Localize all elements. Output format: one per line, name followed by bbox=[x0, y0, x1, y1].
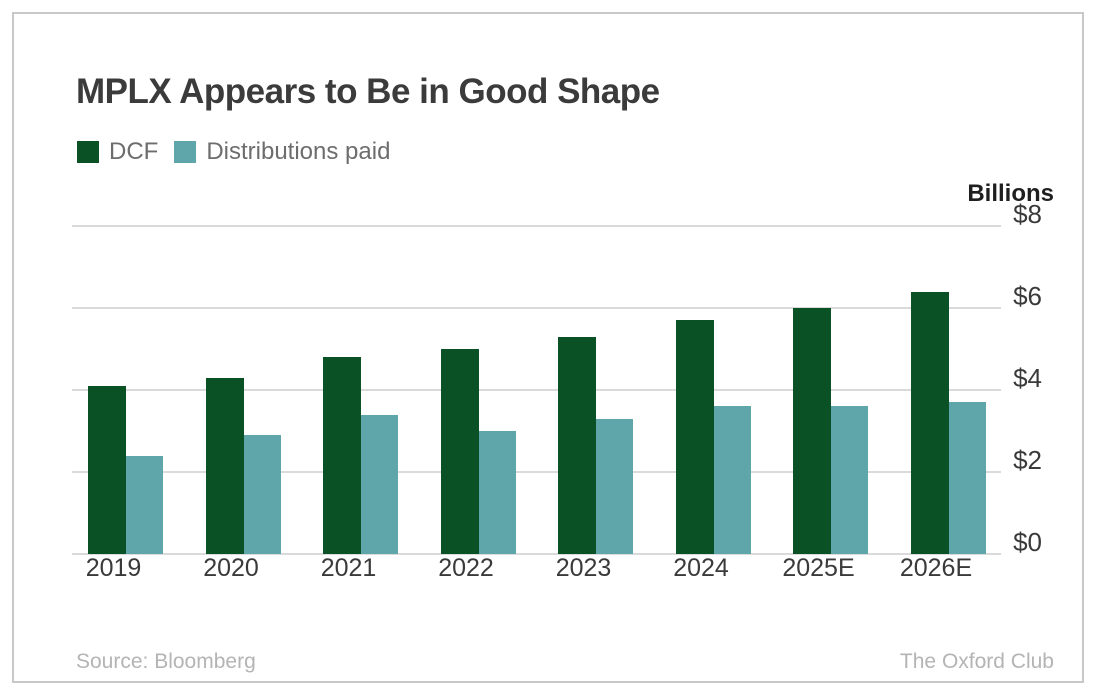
plot-area bbox=[72, 225, 1001, 555]
bar-distributions-paid-2020 bbox=[243, 435, 281, 554]
chart-title: MPLX Appears to Be in Good Shape bbox=[76, 72, 660, 111]
bar-distributions-paid-2023 bbox=[596, 418, 633, 554]
bar-dcf-2023 bbox=[558, 336, 596, 554]
brand-attribution: The Oxford Club bbox=[899, 650, 1054, 673]
bar-distributions-paid-2019 bbox=[126, 455, 163, 554]
x-axis-label-2022: 2022 bbox=[438, 554, 494, 582]
y-axis-tick-4: $4 bbox=[1013, 363, 1042, 393]
x-axis-label-2023: 2023 bbox=[555, 554, 612, 582]
bar-distributions-paid-2025e bbox=[831, 406, 868, 554]
gridline-6 bbox=[72, 307, 1001, 309]
bar-dcf-2020 bbox=[205, 377, 244, 554]
bar-dcf-2019 bbox=[88, 385, 126, 554]
legend: DCF Distributions paid bbox=[77, 138, 390, 166]
bar-distributions-paid-2026e bbox=[948, 402, 986, 554]
gridline-2 bbox=[72, 471, 1001, 473]
x-axis-label-2021: 2021 bbox=[320, 554, 377, 582]
gridline-4 bbox=[72, 389, 1001, 391]
bar-distributions-paid-2022 bbox=[478, 431, 516, 554]
dcf-swatch-icon bbox=[77, 141, 99, 163]
bar-dcf-2026e bbox=[910, 291, 949, 554]
x-axis-label-2024: 2024 bbox=[673, 554, 729, 582]
source-attribution: Source: Bloomberg bbox=[76, 650, 256, 673]
x-axis-label-2020: 2020 bbox=[203, 554, 259, 582]
legend-item-dcf: DCF bbox=[77, 138, 158, 166]
bar-dcf-2024 bbox=[675, 320, 714, 554]
gridline-0 bbox=[72, 553, 1001, 555]
chart-card: MPLX Appears to Be in Good Shape DCF Dis… bbox=[12, 12, 1084, 683]
y-axis-tick-0: $0 bbox=[1013, 527, 1042, 557]
bar-distributions-paid-2024 bbox=[713, 406, 751, 554]
bar-dcf-2025e bbox=[793, 308, 831, 554]
bar-distributions-paid-2021 bbox=[361, 414, 398, 554]
distributions-swatch-icon bbox=[174, 141, 197, 163]
y-axis-tick-8: $8 bbox=[1013, 199, 1042, 229]
x-axis-label-2026e: 2026E bbox=[899, 554, 973, 582]
legend-item-distributions: Distributions paid bbox=[174, 138, 390, 166]
legend-label-distributions: Distributions paid bbox=[206, 138, 391, 165]
gridline-8 bbox=[72, 225, 1001, 227]
y-axis-tick-6: $6 bbox=[1013, 281, 1042, 311]
x-axis-label-2025e: 2025E bbox=[782, 554, 855, 582]
y-axis-tick-2: $2 bbox=[1013, 445, 1042, 475]
x-axis-label-2019: 2019 bbox=[85, 554, 142, 582]
bar-dcf-2021 bbox=[323, 357, 361, 554]
y-axis-unit-label: Billions bbox=[967, 180, 1054, 207]
legend-label-dcf: DCF bbox=[109, 138, 159, 165]
bar-dcf-2022 bbox=[440, 349, 479, 554]
